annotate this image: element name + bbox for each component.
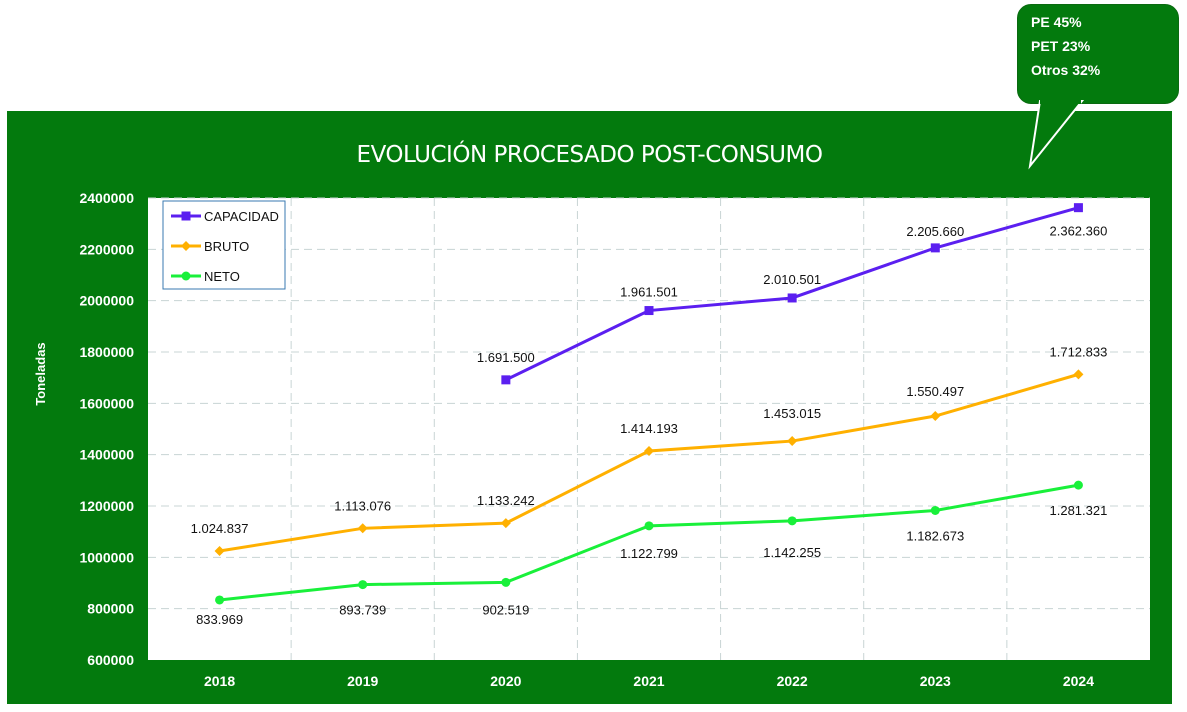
marker-diamond	[644, 446, 654, 457]
data-label: 1.281.321	[1050, 503, 1108, 518]
plot-area	[148, 198, 1150, 660]
data-label: 2.362.360	[1050, 224, 1108, 239]
x-tick-label: 2018	[204, 673, 235, 689]
marker-diamond	[181, 241, 191, 251]
y-tick-label: 2400000	[79, 190, 134, 206]
callout-line: PE 45%	[1031, 14, 1082, 30]
data-label: 1.024.837	[191, 521, 249, 536]
y-tick-label: 1400000	[79, 447, 134, 463]
chart-title: EVOLUCIÓN PROCESADO POST-CONSUMO	[356, 142, 823, 168]
legend-label: CAPACIDAD	[204, 209, 279, 224]
data-label: 1.142.255	[763, 545, 821, 560]
y-tick-label: 600000	[87, 652, 134, 668]
marker-diamond	[500, 518, 511, 529]
marker-circle	[358, 580, 368, 590]
data-label: 1.414.193	[620, 421, 678, 436]
data-label: 893.739	[339, 603, 386, 618]
marker-circle	[215, 595, 225, 605]
x-tick-label: 2020	[490, 673, 521, 689]
y-tick-label: 2200000	[79, 241, 134, 257]
marker-square	[181, 211, 191, 221]
marker-circle	[787, 516, 797, 526]
data-label: 2.205.660	[906, 224, 964, 239]
data-label: 1.691.500	[477, 350, 535, 365]
data-label: 1.961.501	[620, 285, 678, 300]
marker-diamond	[214, 545, 225, 556]
data-label: 833.969	[196, 612, 243, 627]
marker-circle	[181, 271, 191, 281]
legend-label: NETO	[204, 269, 240, 284]
marker-square	[787, 293, 797, 303]
y-tick-label: 1000000	[79, 549, 134, 565]
x-tick-label: 2022	[777, 673, 808, 689]
marker-diamond	[787, 436, 798, 447]
x-tick-label: 2023	[920, 673, 951, 689]
marker-diamond	[1073, 369, 1084, 380]
data-label: 1.113.076	[334, 498, 391, 513]
callout-bubble: PE 45% PET 23% Otros 32%	[1017, 4, 1179, 104]
marker-circle	[501, 577, 511, 587]
y-tick-label: 800000	[87, 601, 134, 617]
marker-diamond	[357, 523, 368, 534]
x-tick-label: 2019	[347, 673, 378, 689]
data-label: 1.122.799	[620, 546, 678, 561]
y-tick-label: 2000000	[79, 293, 134, 309]
data-label: 1.550.497	[906, 384, 964, 399]
y-tick-label: 1800000	[79, 344, 134, 360]
marker-square	[1073, 203, 1083, 213]
callout-line: Otros 32%	[1031, 62, 1101, 78]
marker-diamond	[930, 411, 941, 422]
data-label: 1.182.673	[906, 528, 964, 543]
marker-circle	[644, 521, 654, 531]
callout-line: PET 23%	[1031, 38, 1091, 54]
marker-square	[930, 243, 940, 253]
x-tick-label: 2024	[1063, 673, 1094, 689]
y-tick-label: 1200000	[79, 498, 134, 514]
x-tick-label: 2021	[633, 673, 664, 689]
callout-tail	[1028, 100, 1085, 170]
y-axis-label: Toneladas	[33, 342, 48, 405]
data-label: 1.133.242	[477, 493, 535, 508]
data-label: 902.519	[482, 602, 529, 617]
legend-label: BRUTO	[204, 239, 249, 254]
marker-circle	[1073, 480, 1083, 490]
y-tick-label: 1600000	[79, 395, 134, 411]
data-label: 1.712.833	[1050, 344, 1108, 359]
data-label: 2.010.501	[763, 272, 821, 287]
marker-square	[644, 306, 654, 316]
marker-square	[501, 375, 511, 385]
data-label: 1.453.015	[763, 406, 821, 421]
marker-circle	[930, 505, 940, 515]
